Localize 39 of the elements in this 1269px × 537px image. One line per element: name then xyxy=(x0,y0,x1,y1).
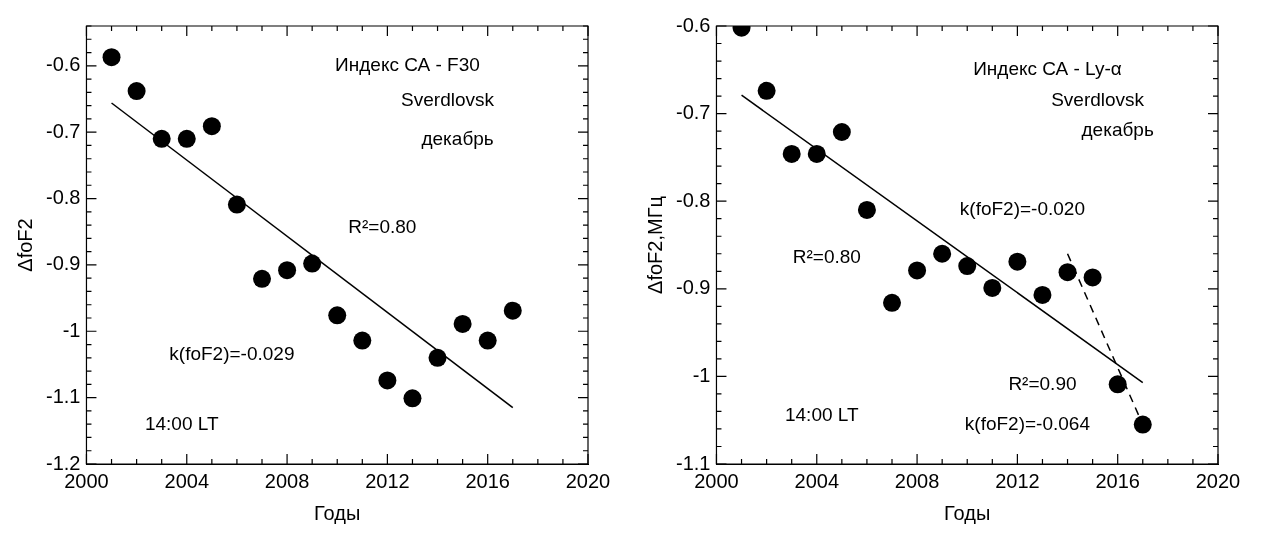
y-tick-label: -0.7 xyxy=(675,101,711,124)
y-axis-title: ΔfoF2,МГц xyxy=(643,196,666,294)
annotation: Индекс СА - Ly-α xyxy=(973,58,1122,80)
y-tick-label: -0.6 xyxy=(675,13,711,36)
y-tick-label: -0.6 xyxy=(45,53,81,76)
y-tick-label: -1.1 xyxy=(45,385,81,408)
annotation: 14:00 LT xyxy=(144,412,219,434)
x-tick-label: 2004 xyxy=(794,469,840,492)
annotation: R²=0.90 xyxy=(1008,373,1077,395)
annotation: R²=0.80 xyxy=(792,246,861,268)
x-tick-label: 2012 xyxy=(365,469,410,492)
x-tick-label: 2012 xyxy=(995,469,1040,492)
y-tick-label: -1 xyxy=(692,363,711,386)
annotation: декабрь xyxy=(1081,119,1154,141)
annotation: декабрь xyxy=(421,128,494,150)
x-tick-label: 2008 xyxy=(264,469,310,492)
annotation: Sverdlovsk xyxy=(401,88,495,110)
x-tick-label: 2020 xyxy=(1195,469,1241,492)
annotation: 14:00 LT xyxy=(784,404,859,426)
x-tick-label: 2016 xyxy=(1095,469,1140,492)
x-axis-title: Годы xyxy=(314,501,361,524)
y-axis-title: ΔfoF2 xyxy=(13,218,36,272)
x-tick-label: 2004 xyxy=(164,469,210,492)
x-tick-label: 2020 xyxy=(565,469,611,492)
y-tick-label: -0.8 xyxy=(675,188,711,211)
annotation: Sverdlovsk xyxy=(1051,88,1145,110)
x-axis-title: Годы xyxy=(944,501,991,524)
annotation: k(foF2)=-0.029 xyxy=(169,342,295,364)
annotation: R²=0.80 xyxy=(348,215,417,237)
x-tick-label: 2016 xyxy=(465,469,510,492)
y-tick-label: -0.9 xyxy=(45,252,81,275)
annotation: k(foF2)=-0.064 xyxy=(964,412,1091,434)
annotation: k(foF2)=-0.020 xyxy=(959,198,1085,220)
y-tick-label: -1 xyxy=(62,318,81,341)
x-tick-label: 2008 xyxy=(894,469,940,492)
annotation: Индекс СА - F30 xyxy=(335,53,480,75)
y-tick-label: -0.9 xyxy=(675,276,711,299)
y-tick-label: -0.8 xyxy=(45,186,81,209)
y-tick-label: -0.7 xyxy=(45,119,81,142)
